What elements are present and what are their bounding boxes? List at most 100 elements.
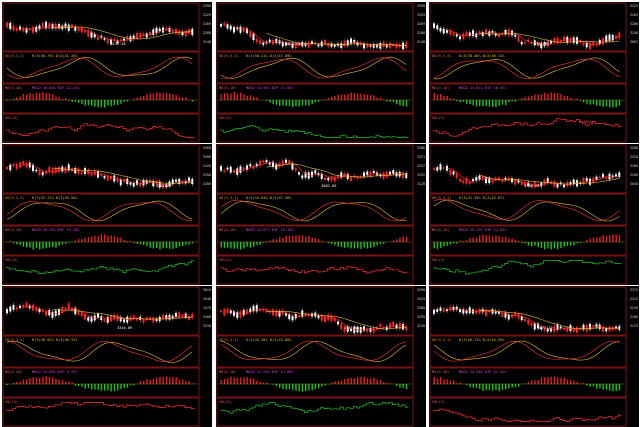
chart-panel[interactable]: 3316.89 KD(9,3,3) K(3)48.92% D(3)46.31% MA(… bbox=[2, 286, 212, 427]
macd-bar bbox=[45, 93, 47, 100]
candle-body bbox=[246, 28, 248, 34]
macd-bar bbox=[275, 239, 278, 242]
candle-body bbox=[498, 33, 500, 37]
chart-panel[interactable]: 3177.95 KD(9,3,3) K(3)45.10% D(3)43.08% MA(… bbox=[216, 286, 426, 427]
macd-bar bbox=[308, 384, 310, 391]
candle-body bbox=[142, 179, 145, 186]
macd-bar bbox=[376, 242, 378, 246]
section-frame bbox=[216, 225, 414, 256]
candle-body bbox=[6, 22, 8, 28]
candle-body bbox=[550, 328, 552, 332]
price-axis-tick: 3146 bbox=[629, 31, 638, 35]
candle-body bbox=[54, 23, 57, 30]
macd-bar bbox=[243, 94, 245, 100]
candle-body bbox=[236, 168, 239, 175]
kd-k-line bbox=[6, 200, 193, 222]
macd-bar bbox=[376, 97, 378, 100]
macd-bar bbox=[301, 384, 304, 392]
chart-panel[interactable]: 3019.04 KD(9,3,3) K(3)50.21% D(3)47.09% MA(… bbox=[216, 2, 426, 143]
candle-body bbox=[116, 40, 119, 44]
macd-bar bbox=[389, 100, 391, 102]
candle-body bbox=[123, 38, 125, 41]
macd-bar bbox=[589, 384, 591, 387]
macd-bar bbox=[363, 376, 365, 384]
ma-long-line bbox=[52, 167, 193, 184]
candle-body bbox=[74, 168, 77, 174]
candle-body bbox=[288, 42, 291, 46]
macd-indicator-values: MACD 14.38% DIF 11.52% bbox=[459, 370, 507, 374]
macd-bar bbox=[456, 100, 458, 102]
chart-panel[interactable]: 3072.12 KD(9,3,3) K(3)46.72% D(3)44.55% MA(… bbox=[429, 286, 639, 427]
candle-body bbox=[330, 176, 333, 181]
macd-bar bbox=[389, 383, 391, 384]
macd-bar bbox=[373, 95, 375, 100]
macd-bar bbox=[110, 384, 112, 392]
candle-body bbox=[602, 173, 604, 178]
kd-indicator-values: K(3)45.10% D(3)43.08% bbox=[246, 338, 292, 342]
candle-body bbox=[592, 177, 595, 184]
macd-bar bbox=[495, 235, 497, 242]
macd-bar bbox=[383, 242, 385, 244]
chart-panel[interactable]: 3082.89 KD(9,3,3) K(3)44.83% D(3)47.26% MA(… bbox=[216, 144, 426, 285]
macd-bar bbox=[370, 378, 372, 384]
panel-chart-svg bbox=[2, 144, 200, 285]
macd-bar bbox=[301, 100, 304, 106]
macd-bar bbox=[321, 240, 323, 242]
candle-body bbox=[220, 310, 222, 313]
candle-body bbox=[168, 314, 171, 320]
macd-bar bbox=[475, 384, 478, 388]
candle-body bbox=[77, 311, 80, 315]
chart-panel[interactable]: 3117.44 KD(9,3,3) K(3)40.79% D(3)41.33% MA(… bbox=[2, 2, 212, 143]
price-axis-tick: 3100 bbox=[629, 173, 638, 177]
macd-bar bbox=[94, 236, 96, 242]
candle-body bbox=[563, 328, 565, 330]
macd-bar bbox=[26, 242, 28, 248]
macd-bar bbox=[149, 93, 151, 100]
section-frame bbox=[2, 144, 200, 194]
macd-bar bbox=[360, 376, 362, 384]
macd-bar bbox=[117, 100, 119, 105]
macd-bar bbox=[107, 235, 109, 242]
macd-bar bbox=[318, 239, 320, 242]
macd-bar bbox=[340, 94, 343, 100]
candle-body bbox=[527, 39, 530, 43]
candle-body bbox=[155, 27, 158, 34]
macd-bar bbox=[563, 96, 565, 100]
kd-k-line bbox=[220, 200, 407, 222]
macd-bar bbox=[508, 384, 510, 389]
candle-body bbox=[511, 178, 513, 183]
macd-bar bbox=[236, 93, 239, 100]
macd-bar bbox=[383, 99, 385, 100]
macd-bar bbox=[576, 381, 578, 384]
macd-bar bbox=[318, 384, 320, 389]
macd-bar bbox=[292, 235, 294, 242]
candle-body bbox=[314, 42, 317, 45]
ma-long-line bbox=[266, 311, 407, 330]
ma-long-line bbox=[52, 26, 193, 40]
macd-bar bbox=[433, 242, 435, 249]
candle-body bbox=[77, 168, 80, 174]
candle-body bbox=[285, 159, 287, 163]
macd-bar bbox=[246, 95, 248, 100]
candle-body bbox=[259, 160, 261, 166]
macd-bar bbox=[55, 378, 57, 384]
chart-panel[interactable]: 2981.59 KD(9,3,3) K(3)38.46% D(3)40.11% MA(… bbox=[429, 2, 639, 143]
candle-body bbox=[605, 35, 608, 42]
macd-bar bbox=[162, 242, 164, 249]
chart-panel[interactable]: 3241.28 KD(9,3,3) K(3)42.17% D(3)39.54% MA(… bbox=[2, 144, 212, 285]
candle-body bbox=[553, 181, 556, 187]
chart-panel[interactable]: 2965.83 KD(9,3,3) K(3)41.35% D(3)43.87% MA(… bbox=[429, 144, 639, 285]
macd-bar bbox=[314, 100, 317, 103]
candle-body bbox=[113, 175, 116, 182]
panel-chart-svg bbox=[429, 2, 627, 143]
price-axis-tick: 3206 bbox=[629, 22, 638, 26]
macd-bar bbox=[337, 242, 339, 247]
candle-body bbox=[100, 35, 103, 38]
macd-bar bbox=[592, 237, 595, 242]
macd-bar bbox=[331, 382, 333, 384]
macd-bar bbox=[334, 96, 336, 100]
macd-bar bbox=[573, 99, 575, 100]
macd-bar bbox=[71, 100, 73, 102]
macd-bar bbox=[340, 380, 343, 384]
candle-body bbox=[589, 178, 591, 185]
